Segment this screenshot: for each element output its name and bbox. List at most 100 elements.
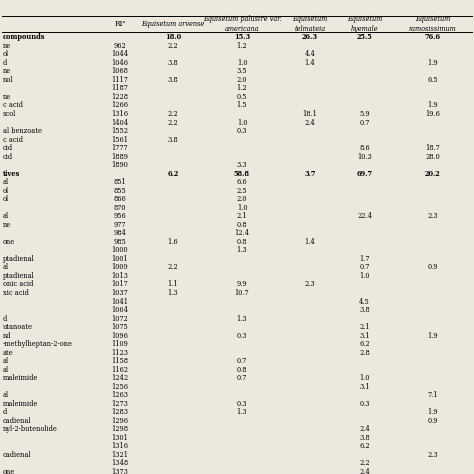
Text: 962: 962 (114, 42, 127, 50)
Text: 18.0: 18.0 (165, 33, 181, 41)
Text: 1.5: 1.5 (237, 101, 247, 109)
Text: 0.3: 0.3 (237, 332, 247, 339)
Text: 1000: 1000 (112, 246, 128, 255)
Text: 1777: 1777 (112, 144, 128, 152)
Text: maleimide: maleimide (3, 400, 38, 408)
Text: 3.8: 3.8 (168, 136, 178, 144)
Text: nol: nol (3, 76, 13, 84)
Text: 2.1: 2.1 (359, 323, 370, 331)
Text: 1296: 1296 (111, 417, 128, 425)
Text: 1117: 1117 (111, 76, 128, 84)
Text: 870: 870 (114, 204, 126, 212)
Text: 0.9: 0.9 (427, 417, 438, 425)
Text: ptadienal: ptadienal (3, 255, 35, 263)
Text: 1373: 1373 (111, 468, 128, 474)
Text: 1301: 1301 (111, 434, 128, 442)
Text: Equisetum arvense: Equisetum arvense (141, 20, 205, 28)
Text: al: al (3, 178, 9, 186)
Text: 855: 855 (114, 187, 127, 195)
Text: 69.7: 69.7 (356, 170, 373, 178)
Text: 1.0: 1.0 (237, 204, 247, 212)
Text: al: al (3, 212, 9, 220)
Text: d: d (3, 59, 7, 67)
Text: 0.7: 0.7 (359, 118, 370, 127)
Text: 4.4: 4.4 (305, 50, 315, 58)
Text: 0.7: 0.7 (237, 374, 247, 382)
Text: cid: cid (3, 153, 13, 161)
Text: 1.3: 1.3 (237, 408, 247, 416)
Text: 1283: 1283 (111, 408, 128, 416)
Text: 1.0: 1.0 (237, 59, 247, 67)
Text: maleimide: maleimide (3, 374, 38, 382)
Text: 1.9: 1.9 (427, 59, 438, 67)
Text: 1109: 1109 (111, 340, 128, 348)
Text: al: al (3, 366, 9, 374)
Text: 1348: 1348 (111, 459, 128, 467)
Text: 4.5: 4.5 (359, 298, 370, 306)
Text: al: al (3, 357, 9, 365)
Text: 2.2: 2.2 (168, 118, 178, 127)
Text: 1.6: 1.6 (168, 238, 178, 246)
Text: ol: ol (3, 187, 9, 195)
Text: ne: ne (3, 221, 11, 229)
Text: onic acid: onic acid (3, 281, 33, 289)
Text: xic acid: xic acid (3, 289, 29, 297)
Text: 5.9: 5.9 (359, 110, 370, 118)
Text: 1158: 1158 (111, 357, 128, 365)
Text: 1009: 1009 (111, 264, 128, 272)
Text: one: one (3, 238, 15, 246)
Text: 2.2: 2.2 (359, 459, 370, 467)
Text: 19.6: 19.6 (425, 110, 440, 118)
Text: 1.0: 1.0 (237, 118, 247, 127)
Text: -methylheptan-2-one: -methylheptan-2-one (3, 340, 73, 348)
Text: c acid: c acid (3, 101, 23, 109)
Text: 2.5: 2.5 (237, 187, 247, 195)
Text: d: d (3, 315, 7, 323)
Text: 1123: 1123 (111, 349, 128, 356)
Text: 3.8: 3.8 (359, 434, 370, 442)
Text: 3.8: 3.8 (168, 59, 178, 67)
Text: 2.4: 2.4 (359, 468, 370, 474)
Text: 1561: 1561 (111, 136, 128, 144)
Text: 1001: 1001 (111, 255, 128, 263)
Text: 6.6: 6.6 (237, 178, 247, 186)
Text: 1.4: 1.4 (305, 59, 315, 67)
Text: 1064: 1064 (111, 306, 128, 314)
Text: 28.0: 28.0 (425, 153, 440, 161)
Text: scol: scol (3, 110, 16, 118)
Text: 1.3: 1.3 (168, 289, 178, 297)
Text: 1266: 1266 (111, 101, 128, 109)
Text: 851: 851 (114, 178, 127, 186)
Text: 3.1: 3.1 (359, 332, 370, 339)
Text: 956: 956 (114, 212, 127, 220)
Text: 15.3: 15.3 (234, 33, 250, 41)
Text: 22.4: 22.4 (357, 212, 372, 220)
Text: 2.8: 2.8 (359, 349, 370, 356)
Text: 0.5: 0.5 (237, 93, 247, 101)
Text: ol: ol (3, 50, 9, 58)
Text: 0.9: 0.9 (427, 264, 438, 272)
Text: 1889: 1889 (111, 153, 128, 161)
Text: 2.2: 2.2 (168, 110, 178, 118)
Text: 2.2: 2.2 (168, 264, 178, 272)
Text: 3.8: 3.8 (168, 76, 178, 84)
Text: ol: ol (3, 195, 9, 203)
Text: 0.7: 0.7 (359, 264, 370, 272)
Text: 3.1: 3.1 (359, 383, 370, 391)
Text: RIᵃ: RIᵃ (114, 20, 126, 28)
Text: ne: ne (3, 67, 11, 75)
Text: 1.1: 1.1 (168, 281, 178, 289)
Text: 1.0: 1.0 (359, 272, 370, 280)
Text: Equisetum
telmateia: Equisetum telmateia (292, 15, 328, 33)
Text: cadienal: cadienal (3, 451, 31, 459)
Text: 1.2: 1.2 (237, 84, 247, 92)
Text: 1263: 1263 (111, 391, 128, 399)
Text: 1321: 1321 (111, 451, 128, 459)
Text: Equisetum
hyemale: Equisetum hyemale (347, 15, 382, 33)
Text: 76.6: 76.6 (424, 33, 440, 41)
Text: 985: 985 (114, 238, 127, 246)
Text: al benzoate: al benzoate (3, 127, 42, 135)
Text: 3.8: 3.8 (359, 306, 370, 314)
Text: 1.3: 1.3 (237, 315, 247, 323)
Text: 866: 866 (114, 195, 127, 203)
